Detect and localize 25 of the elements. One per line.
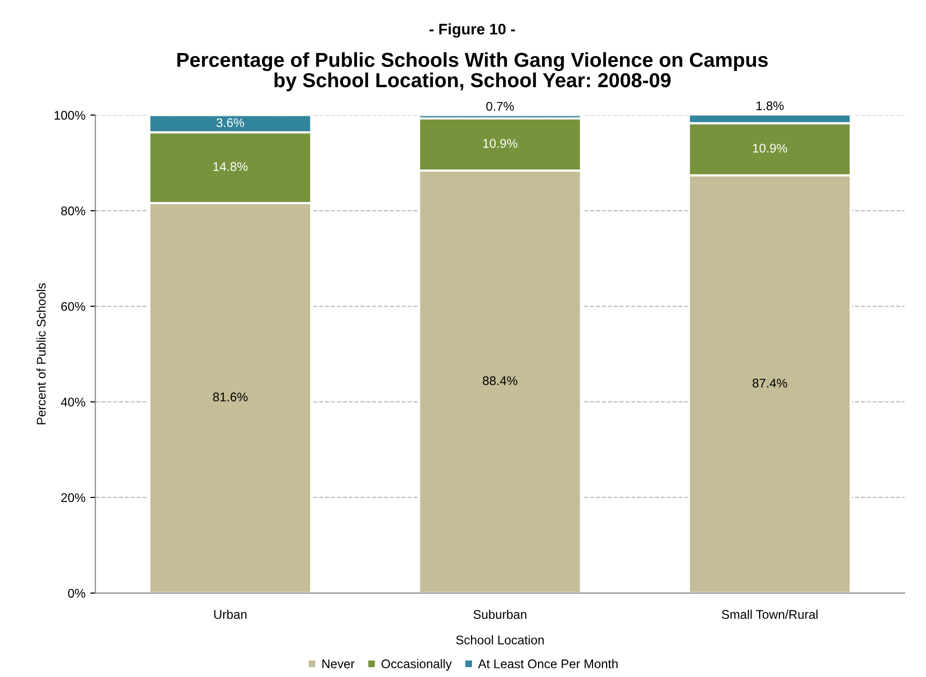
chart-title: Percentage of Public Schools With Gang Violence on Campus by School Location, School Year: 2008-09 bbox=[177, 52, 768, 92]
y-tick-label: 0% bbox=[68, 588, 86, 598]
y-tick-label: 20% bbox=[61, 493, 86, 502]
data-label: 10.9% bbox=[483, 138, 518, 148]
y-tick-label: 80% bbox=[61, 206, 86, 216]
data-label: 14.8% bbox=[214, 162, 248, 172]
x-tick-label: Small Town/Rural bbox=[722, 610, 818, 619]
y-tick-label: 100% bbox=[54, 110, 86, 120]
data-label: 87.4% bbox=[752, 378, 788, 388]
data-label: 3.6% bbox=[216, 118, 244, 128]
y-axis-title: Percent of Public Schools bbox=[36, 283, 46, 424]
x-tick-label: Urban bbox=[214, 610, 246, 619]
data-label: 81.6% bbox=[213, 392, 248, 402]
legend-label: Occasionally bbox=[382, 659, 452, 671]
text: - Figure 10 - bbox=[430, 23, 515, 38]
data-label: 1.8% bbox=[756, 101, 784, 110]
y-tick-label: 40% bbox=[60, 398, 86, 407]
legend-label: At Least Once Per Month bbox=[478, 659, 618, 668]
x-tick-label: Suburban bbox=[474, 610, 526, 619]
y-tick-label: 60% bbox=[61, 302, 86, 311]
data-label: 0.7% bbox=[486, 102, 514, 111]
legend-label: Never bbox=[322, 660, 354, 668]
data-label: 10.9% bbox=[753, 144, 788, 153]
x-axis-title: School Location bbox=[456, 635, 544, 644]
data-label: 88.4% bbox=[482, 376, 518, 386]
